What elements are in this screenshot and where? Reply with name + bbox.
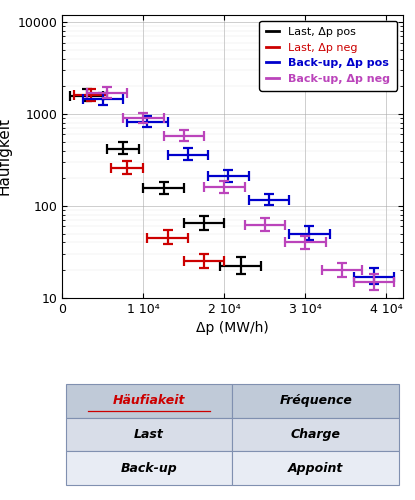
Y-axis label: Häufigkeit: Häufigkeit — [0, 118, 12, 196]
FancyBboxPatch shape — [66, 418, 232, 452]
Text: Häufiakeit: Häufiakeit — [113, 394, 185, 407]
Text: Last: Last — [134, 428, 164, 441]
FancyBboxPatch shape — [66, 452, 232, 485]
Text: Fréquence: Fréquence — [279, 394, 352, 407]
FancyBboxPatch shape — [66, 384, 232, 418]
Text: Appoint: Appoint — [288, 462, 344, 474]
X-axis label: Δp (MW/h): Δp (MW/h) — [196, 321, 269, 335]
Legend: Last, Δp pos, Last, Δp neg, Back-up, Δp pos, Back-up, Δp neg: Last, Δp pos, Last, Δp neg, Back-up, Δp … — [259, 20, 397, 90]
FancyBboxPatch shape — [232, 384, 399, 418]
FancyBboxPatch shape — [232, 452, 399, 485]
Text: Charge: Charge — [291, 428, 341, 441]
FancyBboxPatch shape — [232, 418, 399, 452]
Text: Back-up: Back-up — [121, 462, 177, 474]
